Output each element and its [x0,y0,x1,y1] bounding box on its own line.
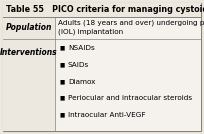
Bar [55,39,201,131]
Text: Interventions: Interventions [0,48,58,57]
Bar [3,3,201,17]
Text: Table 55   PICO criteria for managing cystoid macular oeder: Table 55 PICO criteria for managing cyst… [6,5,204,14]
Text: NSAIDs: NSAIDs [68,45,95,51]
Text: Diamox: Diamox [68,79,95,85]
Text: ■: ■ [59,96,65,101]
Text: Intraocular Anti-VEGF: Intraocular Anti-VEGF [68,112,145,118]
Bar [3,39,55,131]
Text: Periocular and intraocular steroids: Periocular and intraocular steroids [68,95,192,101]
Text: ■: ■ [59,46,65,51]
Text: SAIDs: SAIDs [68,62,89,68]
Text: ■: ■ [59,62,65,67]
Bar [55,17,201,39]
Text: ■: ■ [59,79,65,84]
Text: Population: Population [6,23,52,33]
Text: Adults (18 years and over) undergoing phacoemulsific
(IOL) implantation: Adults (18 years and over) undergoing ph… [58,19,204,35]
Bar [3,17,55,39]
Text: ■: ■ [59,113,65,118]
